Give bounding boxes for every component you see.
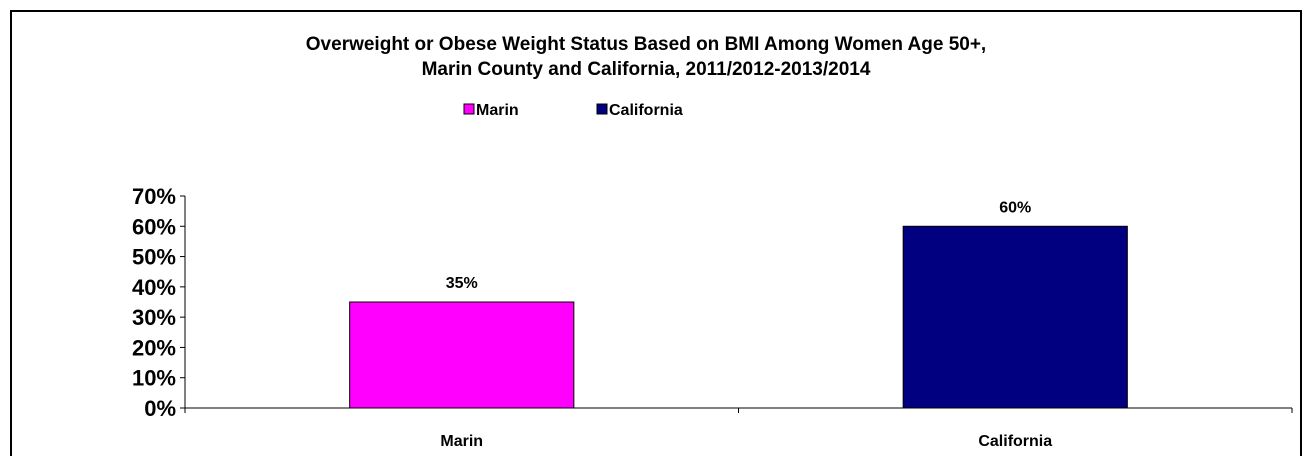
- bar-marin: [349, 301, 575, 409]
- y-tick-label: 70%: [132, 184, 176, 209]
- legend-label: California: [609, 102, 683, 119]
- chart-title: Overweight or Obese Weight Status Based …: [306, 34, 986, 55]
- chart-subtitle: Marin County and California, 2011/2012-2…: [422, 59, 871, 80]
- bar-california: [902, 225, 1128, 409]
- y-tick-label: 0%: [144, 396, 176, 421]
- data-label-california: 60%: [999, 199, 1031, 216]
- legend-swatch: [596, 103, 608, 115]
- data-label-marin: 35%: [446, 275, 478, 292]
- x-axis: Marin California: [184, 407, 1293, 450]
- y-tick-label: 50%: [132, 245, 176, 270]
- y-tick-label: 40%: [132, 275, 176, 300]
- legend-item-marin: Marin: [463, 102, 519, 119]
- chart-frame: Overweight or Obese Weight Status Based …: [10, 10, 1302, 456]
- legend-item-california: California: [596, 102, 683, 119]
- y-tick-label: 20%: [132, 335, 176, 360]
- bar-chart: Overweight or Obese Weight Status Based …: [132, 34, 1293, 450]
- y-axis: 0% 10% 20% 30% 40% 50% 60% 70%: [132, 184, 186, 421]
- x-tick-label: Marin: [440, 433, 483, 450]
- y-tick-label: 60%: [132, 214, 176, 239]
- bars: 35% 60%: [349, 199, 1128, 409]
- x-tick-label: California: [978, 433, 1052, 450]
- legend-label: Marin: [476, 102, 519, 119]
- legend-swatch: [463, 103, 475, 115]
- y-tick-label: 10%: [132, 366, 176, 391]
- y-tick-label: 30%: [132, 305, 176, 330]
- legend: Marin California: [463, 102, 683, 119]
